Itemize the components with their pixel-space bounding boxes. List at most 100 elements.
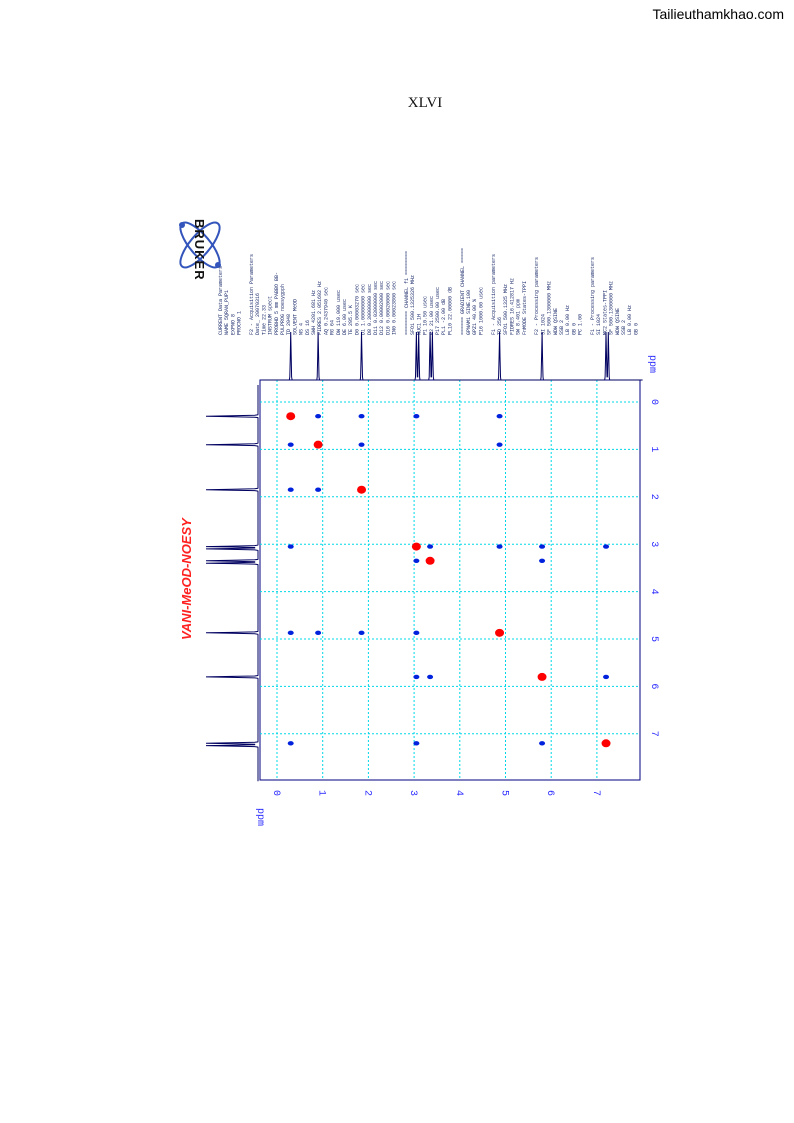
parameter-line: SF 500.1300000 MHz [547, 281, 553, 335]
plot-frame [259, 379, 641, 781]
parameter-line: NAME 5QRAN_PUP1 [224, 290, 230, 335]
parameter-line: FIDRES 16.412817 Hz [509, 278, 515, 335]
cross-peak [496, 544, 503, 549]
bruker-logo: BRUKER [179, 219, 221, 281]
x-axis-unit: ppm [254, 808, 265, 826]
cross-peak [603, 544, 610, 549]
parameter-line: PL1 -2.00 dB [441, 299, 447, 335]
y-tick-label: 7 [648, 731, 659, 737]
parameter-line: RG 64 [330, 320, 336, 335]
parameter-line: IN0 0.00023800 sec [392, 281, 398, 335]
parameter-line: GB 0 [633, 323, 639, 335]
cross-peak [413, 674, 420, 680]
parameter-line: PC 1.00 [578, 314, 584, 335]
parameter-line: SSB 2 [559, 320, 565, 335]
parameter-line: SW 8.401 ppm [516, 299, 522, 335]
parameter-line: D12 0.00002000 sec [379, 281, 385, 335]
x-tick-label: 3 [407, 790, 418, 796]
watermark: Tailieuthamkhao.com [652, 6, 784, 22]
parameter-line: D16 0.00020000 sec [385, 281, 391, 335]
x-tick-label: 2 [361, 790, 372, 796]
parameter-line: Date_ 20070316 [255, 293, 261, 335]
parameter-line: ======== CHANNEL f1 ======== [404, 251, 410, 335]
cross-peak [287, 630, 294, 636]
parameter-line: DW 119.000 usec [336, 290, 342, 335]
diagonal-peak [425, 556, 435, 565]
cross-peak [539, 558, 546, 563]
x-tick-label: 1 [316, 790, 327, 796]
y-tick-label: 2 [648, 494, 659, 500]
parameter-line: PL10 22.00000 dB [447, 287, 453, 335]
diagonal-peak [313, 440, 323, 449]
cross-peak [358, 442, 365, 447]
parameter-line: TD 256 [497, 317, 503, 335]
y-tick-label: 4 [648, 589, 659, 595]
parameter-line: NS 4 [299, 323, 305, 335]
parameter-line: GPNAM1 SINE.100 [466, 290, 472, 335]
y-tick-label: 5 [648, 636, 659, 642]
parameter-line: TE 295.5 K [348, 305, 354, 335]
parameter-line: WDW QSINE [615, 308, 621, 335]
parameter-line: PROBHD 5 mm PABBO BB- [274, 272, 280, 335]
parameter-line: PROCNO 1 [237, 311, 243, 335]
cross-peak [496, 442, 503, 447]
parameter-line: Time 22.33 [261, 305, 267, 335]
parameter-line: SI 1024 [596, 314, 602, 335]
logo-text: BRUKER [192, 219, 207, 281]
spectrum-title: VANI-MeOD-NOESY [179, 517, 194, 640]
diagonal-peak [495, 628, 505, 637]
x-tick-label: 4 [453, 790, 464, 796]
parameter-line: LB 0.00 Hz [627, 305, 633, 335]
parameter-line: SFO1 500.1325326 MHz [410, 275, 416, 335]
cross-peak [287, 544, 294, 549]
cross-peak [358, 630, 365, 636]
x-tick-label: 5 [499, 790, 510, 796]
parameter-line: INSTRUM spect [268, 296, 274, 335]
parameter-line: WDW QSINE [553, 308, 559, 335]
parameter-line: MC2 States-TPPI [602, 290, 608, 335]
page-number: XLVI [407, 95, 443, 111]
parameter-line: D1 1.00000000 sec [361, 284, 367, 335]
parameter-line: SOLVENT MeOD [292, 299, 298, 335]
acquisition-parameters: CURRENT Data Parameters NAME 5QRAN_PUP1 EX… [218, 248, 639, 335]
cross-peak [358, 414, 365, 419]
parameter-line: DE 6.00 usec [342, 299, 348, 335]
cross-peak [413, 741, 420, 746]
parameter-line: D0 0.00003270 sec [354, 284, 360, 335]
parameter-line: F1 - Processing parameters [590, 257, 596, 335]
parameter-line: P16 1000.00 usec [478, 287, 484, 335]
parameter-line: F1 - Acquisition parameters [491, 254, 497, 335]
cross-peak [315, 630, 322, 636]
y-tick-label: 1 [648, 446, 659, 452]
parameter-line: SI 1024 [540, 314, 546, 335]
diagonal-peak [601, 739, 611, 748]
parameter-line: LB 0.00 Hz [565, 305, 571, 335]
parameter-line: GB 0 [571, 323, 577, 335]
y-axis-unit: ppm [646, 355, 657, 373]
diagonal-peak [357, 485, 367, 494]
axis-ticks: 0 0 1 1 2 2 3 3 4 4 5 5 6 6 7 7 [270, 399, 659, 796]
cross-peak [427, 544, 434, 549]
y-tick-label: 3 [648, 541, 659, 547]
y-tick-label: 6 [648, 683, 659, 689]
parameter-line: SF 500.1300000 MHz [609, 281, 615, 335]
cross-peak [539, 544, 546, 549]
parameter-line: PULPROG noesygpph [280, 284, 286, 335]
parameter-line: EXPNO 8 [230, 314, 236, 335]
cross-peak [413, 414, 420, 419]
diagonal-peak [411, 542, 421, 551]
cross-peak [287, 741, 294, 746]
grid [260, 380, 640, 780]
parameter-line: TD 2048 [286, 314, 292, 335]
parameter-line: D11 0.03000000 sec [373, 281, 379, 335]
diagonal-peak [537, 672, 547, 681]
cross-peak [287, 487, 294, 492]
parameter-line: P1 10.50 usec [423, 296, 429, 335]
x-tick-label: 0 [270, 790, 281, 796]
cross-peak [413, 558, 420, 563]
cross-peak [413, 630, 420, 636]
top-projection [262, 331, 643, 381]
parameter-line: AQ 0.2437940 sec [323, 287, 329, 335]
